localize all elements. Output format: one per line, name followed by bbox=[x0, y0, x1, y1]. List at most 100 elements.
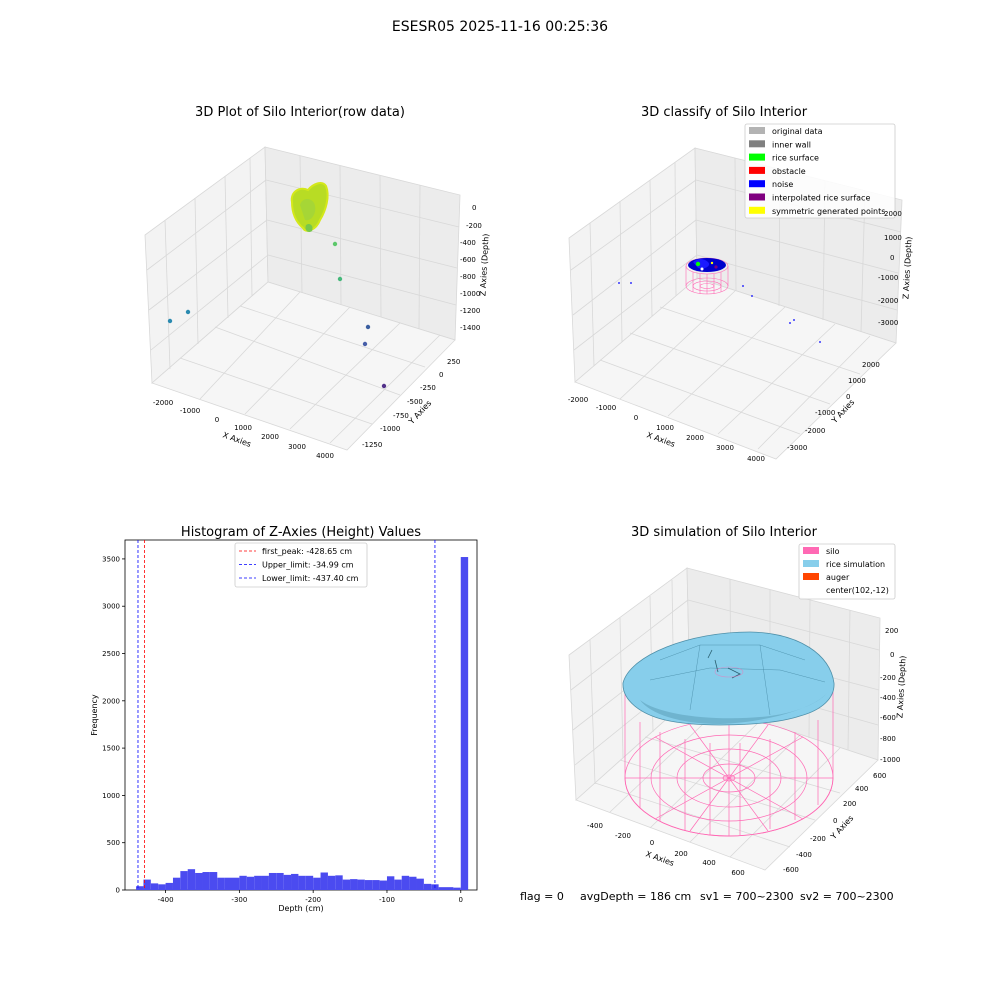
footer-flag: flag = 0 bbox=[520, 890, 564, 903]
classify-legend-swatch bbox=[749, 140, 765, 148]
figure-suptitle: ESESR05 2025-11-16 00:25:36 bbox=[392, 19, 608, 35]
hist-bar bbox=[232, 877, 240, 890]
raw-ytick: -250 bbox=[420, 384, 436, 392]
raw-zlabel: Z Axies (Depth) bbox=[478, 233, 490, 296]
classify-rice-surface bbox=[688, 258, 726, 272]
classify-legend-label: interpolated rice surface bbox=[772, 194, 870, 203]
hist-legend-label: Upper_limit: -34.99 cm bbox=[262, 561, 354, 570]
sim-xtick: -400 bbox=[587, 822, 603, 830]
classify-noise-point bbox=[751, 295, 753, 297]
classify-xlabel: X Axies bbox=[645, 430, 676, 449]
hist-ytick-label: 3500 bbox=[102, 555, 120, 563]
sim-legend-swatch bbox=[803, 547, 819, 554]
raw-surface-cluster bbox=[290, 182, 329, 233]
hist-ytick-label: 1500 bbox=[102, 745, 120, 753]
hist-bars bbox=[136, 557, 469, 890]
hist-xtick-label: -200 bbox=[305, 896, 321, 904]
hist-ytick-label: 500 bbox=[107, 839, 120, 847]
sim-xtick: -200 bbox=[615, 832, 631, 840]
hist-x-ticks: -400 -300 -200 -100 0 bbox=[158, 890, 463, 904]
classify-xtick: 0 bbox=[634, 414, 638, 422]
raw-xtick: 1000 bbox=[234, 424, 252, 432]
raw-z-ticks: -1400 -1200 -1000 -800 -600 -400 -200 0 bbox=[460, 204, 482, 332]
classify-legend-label: rice surface bbox=[772, 154, 819, 163]
hist-bar bbox=[254, 875, 262, 890]
hist-bar bbox=[342, 879, 351, 890]
sim-ztick: -800 bbox=[880, 735, 896, 743]
hist-bar bbox=[372, 880, 380, 890]
classify-ytick: 2000 bbox=[862, 361, 880, 369]
raw-point bbox=[365, 324, 371, 330]
hist-bar bbox=[268, 872, 277, 890]
classify-legend-label: obstacle bbox=[772, 167, 806, 176]
subplot-raw-3d: 3D Plot of Silo Interior(row data) -20 bbox=[144, 105, 491, 460]
hist-legend-label: first_peak: -428.65 cm bbox=[262, 547, 352, 556]
hist-ytick-label: 2500 bbox=[102, 650, 120, 658]
classify-xtick: 3000 bbox=[716, 444, 734, 452]
classify-noise-point bbox=[630, 282, 632, 284]
hist-ylabel: Frequency bbox=[90, 694, 99, 736]
footer-status: flag = 0 avgDepth = 186 cm sv1 = 700~230… bbox=[520, 890, 894, 903]
sim-title: 3D simulation of Silo Interior bbox=[631, 525, 818, 540]
classify-zlabel: Z Axies (Depth) bbox=[901, 236, 913, 299]
hist-bar bbox=[298, 875, 306, 890]
raw-xtick: 2000 bbox=[261, 433, 279, 441]
classify-legend-swatch bbox=[749, 180, 765, 188]
classify-ytick: -1000 bbox=[815, 409, 835, 417]
hist-y-ticks: 0 500 1000 1500 2000 2500 3000 3500 bbox=[102, 555, 125, 895]
hist-legend-items: first_peak: -428.65 cm Upper_limit: -34.9… bbox=[239, 547, 359, 583]
sim-ytick: -600 bbox=[783, 866, 799, 874]
hist-bar bbox=[136, 886, 144, 890]
raw-xtick: -1000 bbox=[180, 407, 200, 415]
classify-noise-point bbox=[618, 282, 620, 284]
sim-xlabel: X Axies bbox=[644, 849, 675, 868]
hist-bar bbox=[202, 872, 210, 890]
raw-point bbox=[332, 241, 338, 247]
footer-sv1: sv1 = 700~2300 bbox=[700, 890, 794, 903]
hist-ytick-label: 1000 bbox=[102, 792, 120, 800]
raw-ztick: -600 bbox=[460, 256, 476, 264]
raw-point bbox=[185, 309, 191, 315]
classify-ztick: 2000 bbox=[884, 210, 902, 218]
sim-ytick: 0 bbox=[833, 817, 837, 825]
classify-legend: original data inner wall rice surface obsta… bbox=[744, 123, 896, 219]
hist-bar bbox=[165, 882, 173, 890]
hist-bar bbox=[386, 876, 395, 890]
classify-noise-point bbox=[789, 322, 791, 324]
classify-ytick: 1000 bbox=[848, 377, 866, 385]
raw-point bbox=[381, 383, 387, 389]
hist-bar bbox=[423, 883, 432, 890]
sim-legend-items: silo rice simulation auger center(102,-12) bbox=[803, 547, 889, 595]
hist-bar bbox=[305, 875, 314, 890]
hist-legend-box bbox=[234, 542, 368, 588]
classify-legend-swatch bbox=[749, 127, 765, 134]
hist-bar bbox=[438, 887, 447, 890]
classify-xtick: 2000 bbox=[686, 434, 704, 442]
raw-ztick: -1000 bbox=[460, 290, 480, 298]
hist-bar bbox=[350, 879, 358, 890]
classify-legend-label: inner wall bbox=[772, 140, 811, 149]
classify-ztick: -2000 bbox=[878, 297, 898, 305]
sim-zlabel: Z Axies (Depth) bbox=[895, 655, 907, 718]
sim-ztick: -400 bbox=[880, 694, 896, 702]
classify-x-ticks: -2000 -1000 0 1000 2000 3000 4000 bbox=[568, 396, 765, 463]
hist-bar bbox=[283, 874, 292, 890]
classify-noise-points bbox=[618, 282, 821, 343]
sim-legend-label: center(102,-12) bbox=[826, 586, 889, 595]
classify-legend-swatch bbox=[749, 206, 765, 214]
sim-ztick: 0 bbox=[890, 651, 894, 659]
classify-legend-swatch bbox=[749, 153, 765, 161]
classify-ytick: -2000 bbox=[805, 427, 825, 435]
classify-xtick: 1000 bbox=[656, 424, 674, 432]
hist-bar bbox=[320, 872, 328, 890]
raw-xtick: 0 bbox=[215, 416, 219, 424]
classify-xtick: -2000 bbox=[568, 396, 588, 404]
hist-bar bbox=[416, 878, 424, 890]
sim-z-ticks: -1000 -800 -600 -400 -200 0 200 bbox=[880, 627, 900, 764]
raw-ytick: -750 bbox=[393, 412, 409, 420]
hist-bar bbox=[409, 876, 417, 890]
raw-ytick: -500 bbox=[407, 398, 423, 406]
hist-bar bbox=[261, 875, 269, 890]
hist-bar bbox=[276, 872, 284, 890]
footer-sv2: sv2 = 700~2300 bbox=[800, 890, 894, 903]
